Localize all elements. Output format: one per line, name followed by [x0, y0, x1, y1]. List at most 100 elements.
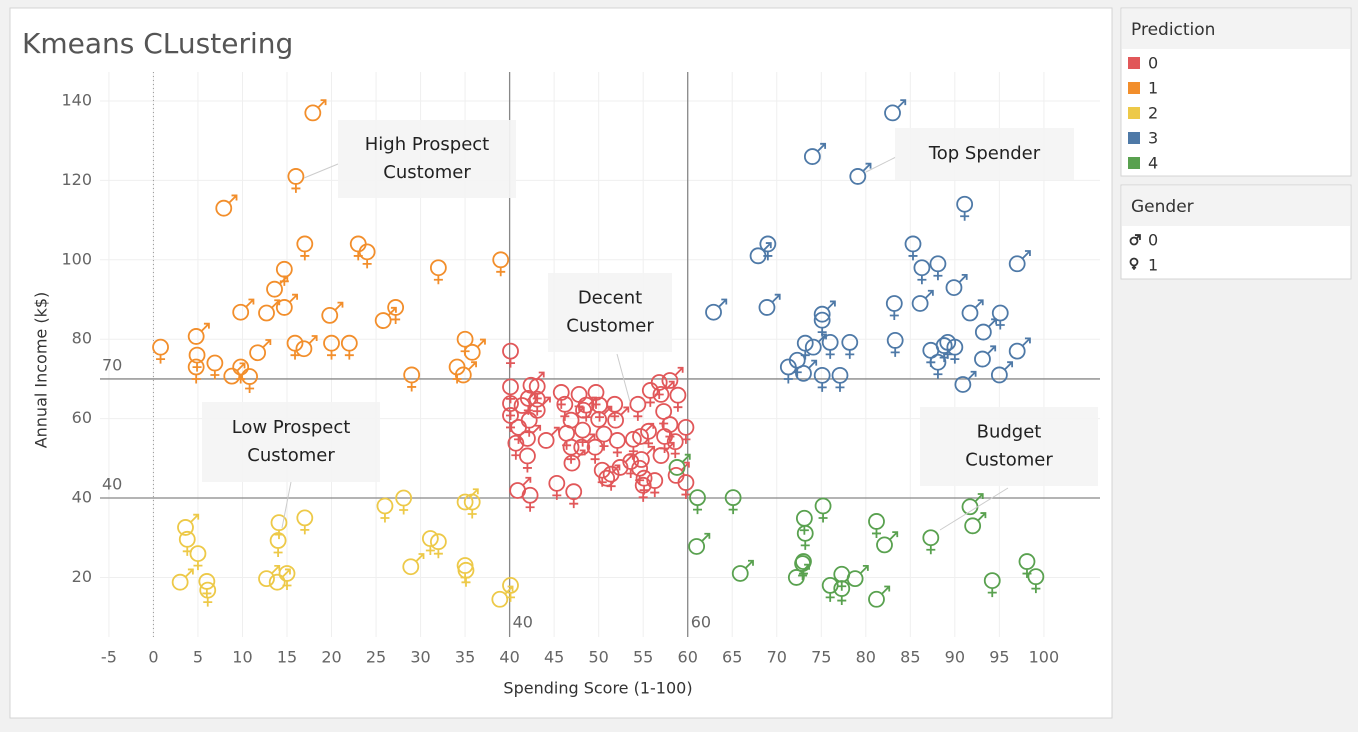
marker-arrow: [415, 553, 425, 562]
marker-arrow: [958, 273, 968, 283]
marker-cross: [245, 384, 255, 394]
point: [929, 255, 947, 281]
marker-cross: [798, 571, 808, 581]
point: [688, 532, 711, 555]
marker-cross: [889, 310, 899, 320]
x-tick-label: 25: [366, 648, 386, 667]
point: [502, 395, 519, 421]
point: [198, 573, 216, 598]
point: [429, 259, 447, 285]
point: [624, 430, 642, 456]
point: [402, 553, 425, 576]
point: [650, 374, 668, 399]
marker-ring: [258, 304, 275, 322]
marker-ring: [590, 411, 608, 428]
marker-arrow: [200, 322, 210, 332]
point: [270, 514, 288, 540]
marker-ring: [266, 280, 283, 298]
marker-ring: [215, 199, 233, 217]
marker-ring: [945, 279, 963, 296]
annotation-text: Customer: [247, 445, 335, 466]
marker-arrow: [924, 289, 934, 299]
marker-ring: [522, 376, 540, 394]
marker-cross: [274, 530, 284, 540]
x-axis-title: Spending Score (1-100): [503, 679, 692, 698]
marker-ring: [491, 590, 509, 608]
marker-arrow: [281, 568, 291, 578]
marker-cross: [645, 397, 655, 407]
marker-cross: [523, 405, 533, 415]
point: [886, 332, 904, 357]
point: [387, 299, 405, 324]
marker-ring: [731, 565, 749, 582]
point: [295, 335, 318, 358]
marker-arrow: [522, 476, 532, 486]
point: [667, 461, 690, 484]
marker-ring: [974, 350, 991, 368]
point: [152, 338, 169, 364]
point: [528, 378, 546, 403]
point: [268, 568, 291, 591]
marker-cross: [399, 505, 409, 515]
reference-label: 40: [102, 475, 122, 494]
marker-arrow: [279, 275, 289, 285]
point: [586, 438, 604, 464]
y-tick-label: 120: [61, 170, 92, 189]
marker-arrow: [859, 564, 869, 574]
point: [278, 565, 296, 590]
marker-cross: [192, 362, 202, 372]
point: [913, 259, 931, 285]
point: [519, 424, 542, 447]
marker-cross: [300, 251, 310, 261]
marker-ring: [911, 295, 929, 312]
reference-label: 70: [102, 355, 122, 374]
marker-cross: [556, 399, 566, 409]
reference-label: 40: [513, 613, 533, 632]
marker-cross: [995, 320, 1005, 330]
legend-label: 1: [1148, 79, 1158, 98]
point: [189, 545, 207, 571]
marker-ring: [954, 376, 972, 393]
marker-arrow: [1134, 234, 1141, 241]
x-tick-label: 15: [277, 648, 297, 667]
marker-ring: [463, 343, 481, 361]
legend-symbol: [1129, 257, 1139, 270]
x-tick-label: 90: [945, 648, 965, 667]
point: [258, 299, 281, 322]
point: [885, 295, 903, 320]
marker-ring: [519, 430, 536, 447]
point: [794, 555, 811, 581]
marker-ring: [667, 467, 685, 484]
point: [803, 142, 827, 165]
marker-arrow: [334, 301, 344, 311]
marker-arrow: [674, 366, 684, 376]
marker-ring: [633, 451, 650, 468]
marker-ring: [749, 247, 767, 265]
x-tick-label: 95: [989, 648, 1009, 667]
marker-cross: [273, 548, 283, 558]
marker-cross: [290, 350, 300, 360]
gender-legend-header: [1122, 186, 1350, 226]
annotation-box: [338, 120, 516, 198]
marker-cross: [633, 411, 643, 421]
legend-header: [1122, 9, 1350, 49]
marker-ring: [964, 517, 982, 535]
marker-cross: [433, 549, 443, 559]
point: [454, 361, 477, 384]
point: [983, 572, 1001, 598]
marker-arrow: [974, 493, 984, 503]
y-axis-title: Annual Income (k$): [32, 292, 51, 449]
marker-arrow: [881, 585, 891, 595]
marker-cross: [552, 490, 562, 500]
point: [241, 368, 258, 394]
marker-ring: [803, 148, 821, 165]
marker-arrow: [967, 370, 977, 380]
point: [689, 489, 706, 515]
point: [565, 483, 583, 509]
marker-cross: [300, 525, 310, 535]
point: [232, 298, 255, 321]
marker-arrow: [974, 299, 984, 309]
marker-cross: [926, 545, 936, 555]
point: [758, 293, 781, 316]
marker-arrow: [897, 99, 907, 109]
